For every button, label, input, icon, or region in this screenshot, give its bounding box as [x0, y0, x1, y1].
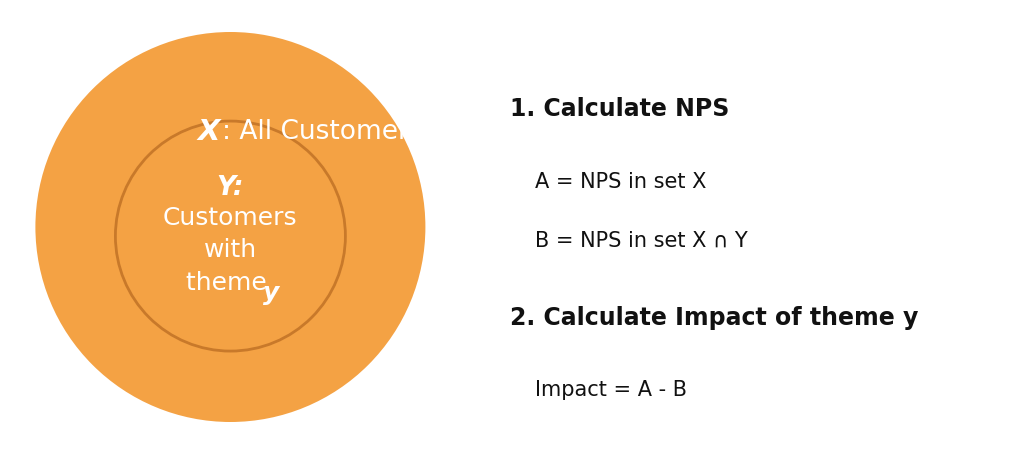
Text: y: y [263, 281, 280, 305]
Text: Customers
with
theme: Customers with theme [163, 206, 298, 295]
Text: A = NPS in set X: A = NPS in set X [535, 172, 707, 192]
Circle shape [116, 121, 345, 351]
Text: X: X [198, 118, 220, 146]
Text: 1. Calculate NPS: 1. Calculate NPS [510, 97, 729, 121]
Text: 2. Calculate Impact of theme y: 2. Calculate Impact of theme y [510, 306, 919, 330]
Text: Impact = A - B: Impact = A - B [535, 380, 687, 400]
Text: B = NPS in set X ∩ Y: B = NPS in set X ∩ Y [535, 231, 748, 251]
Text: : All Customers: : All Customers [222, 119, 423, 145]
Circle shape [36, 32, 425, 422]
Text: Y:: Y: [217, 175, 244, 201]
